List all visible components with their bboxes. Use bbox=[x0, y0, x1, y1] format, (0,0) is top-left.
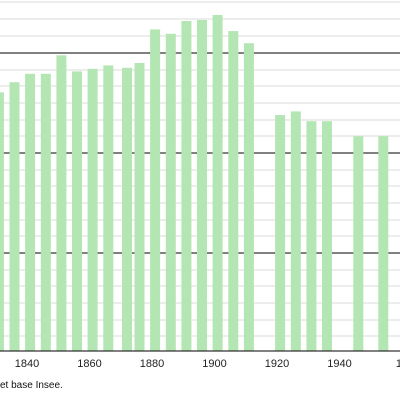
bar-1881 bbox=[150, 29, 161, 352]
bar-1876 bbox=[134, 63, 145, 351]
source-note: et base Insee. bbox=[0, 380, 63, 391]
x-tick-label: 1920 bbox=[265, 358, 289, 370]
bar-1861 bbox=[87, 68, 98, 352]
bar-1954 bbox=[378, 136, 389, 351]
bar-1831 bbox=[0, 92, 4, 352]
x-tick-label: 1840 bbox=[15, 358, 39, 370]
bar-1846 bbox=[40, 73, 51, 352]
bar-1851 bbox=[56, 55, 67, 352]
bar-1946 bbox=[353, 136, 364, 351]
bar-1866 bbox=[103, 65, 114, 352]
x-tick-label: 1940 bbox=[327, 358, 351, 370]
bar-1901 bbox=[212, 15, 223, 351]
bar-1906 bbox=[228, 31, 239, 351]
bar-1856 bbox=[72, 71, 82, 352]
bar-1872 bbox=[122, 67, 132, 352]
x-tick-labels: 1840 1860 1880 1900 1920 1940 19 bbox=[15, 358, 400, 370]
x-tick-label: 1880 bbox=[140, 358, 164, 370]
x-tick-label: 19 bbox=[396, 358, 400, 370]
bar-1896 bbox=[197, 20, 207, 351]
bar-1921 bbox=[275, 115, 286, 351]
bars bbox=[0, 15, 389, 352]
bar-1841 bbox=[25, 73, 36, 352]
x-tick-label: 1900 bbox=[202, 358, 226, 370]
bar-1931 bbox=[306, 121, 317, 351]
bar-1886 bbox=[165, 33, 176, 352]
bar-1891 bbox=[181, 21, 192, 351]
bar-1836 bbox=[9, 82, 20, 351]
bar-1936 bbox=[322, 121, 332, 351]
bar-1926 bbox=[290, 111, 301, 352]
bar-1911 bbox=[243, 43, 254, 351]
x-tick-label: 1860 bbox=[77, 358, 101, 370]
